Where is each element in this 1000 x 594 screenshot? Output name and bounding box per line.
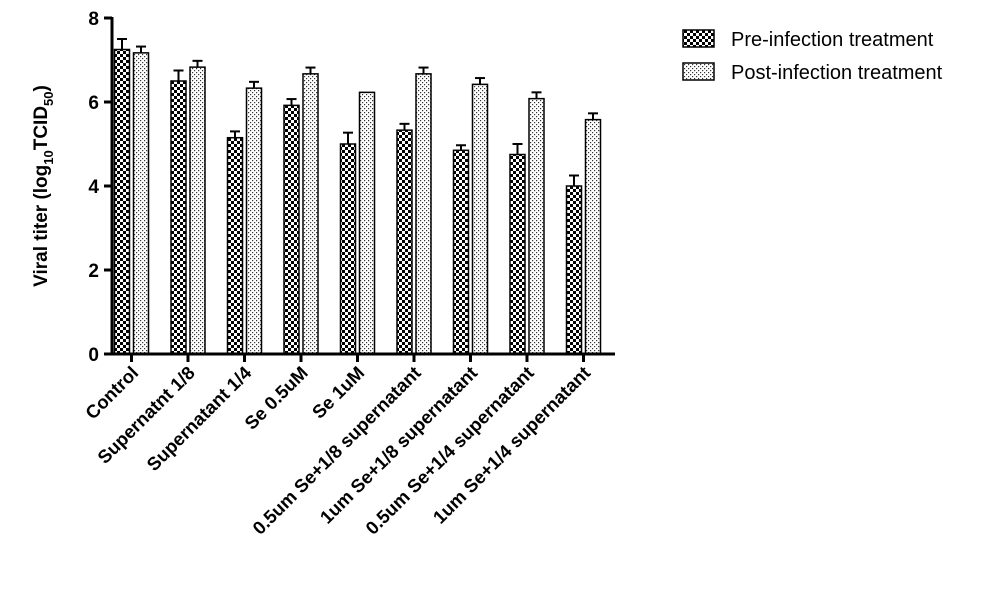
- y-tick-label-2: 2: [88, 261, 99, 282]
- bar-group-0-5um-se-1-4-supernatant: [509, 91, 545, 355]
- bar-group-se-1um: [339, 91, 376, 355]
- bar-group-supernatnt-1-8: [170, 59, 206, 355]
- bar-post-infection-treatment-1um-se-1-8-supernatant: [471, 83, 489, 355]
- bar-group-0-5um-se-1-8-supernatant: [396, 66, 432, 355]
- bar-post-infection-treatment-1um-se-1-4-supernatant: [584, 118, 602, 355]
- bar-post-infection-treatment-0-5um-se-1-8-supernatant: [415, 73, 432, 355]
- legend-swatch-pre-infection: [682, 29, 715, 48]
- x-tick-label-supernatnt-1-8: Supernatnt 1/8: [93, 362, 199, 468]
- bar-group-se-0-5um: [283, 66, 319, 355]
- bar-pre-infection-treatment-supernatnt-1-8: [170, 80, 187, 355]
- bar-post-infection-treatment-se-0-5um: [302, 73, 319, 355]
- legend: Pre-infection treatment Post-infection t…: [682, 29, 943, 84]
- bar-post-infection-treatment-se-1um: [358, 91, 376, 355]
- bar-pre-infection-treatment-1um-se-1-8-supernatant: [452, 149, 470, 355]
- bar-group-1um-se-1-8-supernatant: [452, 77, 489, 355]
- legend-label-pre-infection: Pre-infection treatment: [731, 29, 934, 51]
- y-axis-title-mid: TCID: [31, 106, 52, 150]
- bar-group-1um-se-1-4-supernatant: [565, 112, 602, 355]
- bar-pre-infection-treatment-se-0-5um: [283, 104, 300, 355]
- bar-pre-infection-treatment-0-5um-se-1-8-supernatant: [396, 129, 413, 355]
- y-tick-label-8: 8: [88, 9, 99, 30]
- bar-group-supernatant-1-4: [226, 80, 263, 355]
- legend-label-post-infection: Post-infection treatment: [731, 62, 943, 84]
- legend-item-post-infection: Post-infection treatment: [682, 62, 943, 84]
- bar-pre-infection-treatment-supernatant-1-4: [226, 136, 244, 355]
- y-axis-title-suffix: ): [31, 85, 52, 91]
- bar-group-control: [113, 38, 150, 355]
- y-tick-label-4: 4: [88, 177, 99, 198]
- bar-pre-infection-treatment-control: [113, 48, 131, 355]
- y-axis-title-prefix: Viral titer (log: [31, 165, 52, 287]
- bar-post-infection-treatment-supernatant-1-4: [245, 87, 263, 355]
- y-tick-label-6: 6: [88, 93, 99, 114]
- bar-pre-infection-treatment-se-1um: [339, 143, 357, 355]
- legend-swatch-post-infection: [682, 62, 715, 81]
- x-tick-label-supernatant-1-4: Supernatant 1/4: [142, 361, 255, 474]
- bar-post-infection-treatment-0-5um-se-1-4-supernatant: [528, 97, 545, 355]
- y-tick-label-0: 0: [88, 345, 99, 366]
- bar-post-infection-treatment-control: [132, 52, 150, 355]
- bar-post-infection-treatment-supernatnt-1-8: [189, 66, 206, 355]
- y-axis-title-sub-50: 50: [41, 91, 56, 105]
- y-axis-title: Viral titer (log10TCID50): [31, 85, 56, 287]
- bar-pre-infection-treatment-0-5um-se-1-4-supernatant: [509, 153, 526, 355]
- bar-pre-infection-treatment-1um-se-1-4-supernatant: [565, 185, 583, 355]
- y-axis-title-sub-10: 10: [41, 150, 56, 164]
- legend-item-pre-infection: Pre-infection treatment: [682, 29, 934, 51]
